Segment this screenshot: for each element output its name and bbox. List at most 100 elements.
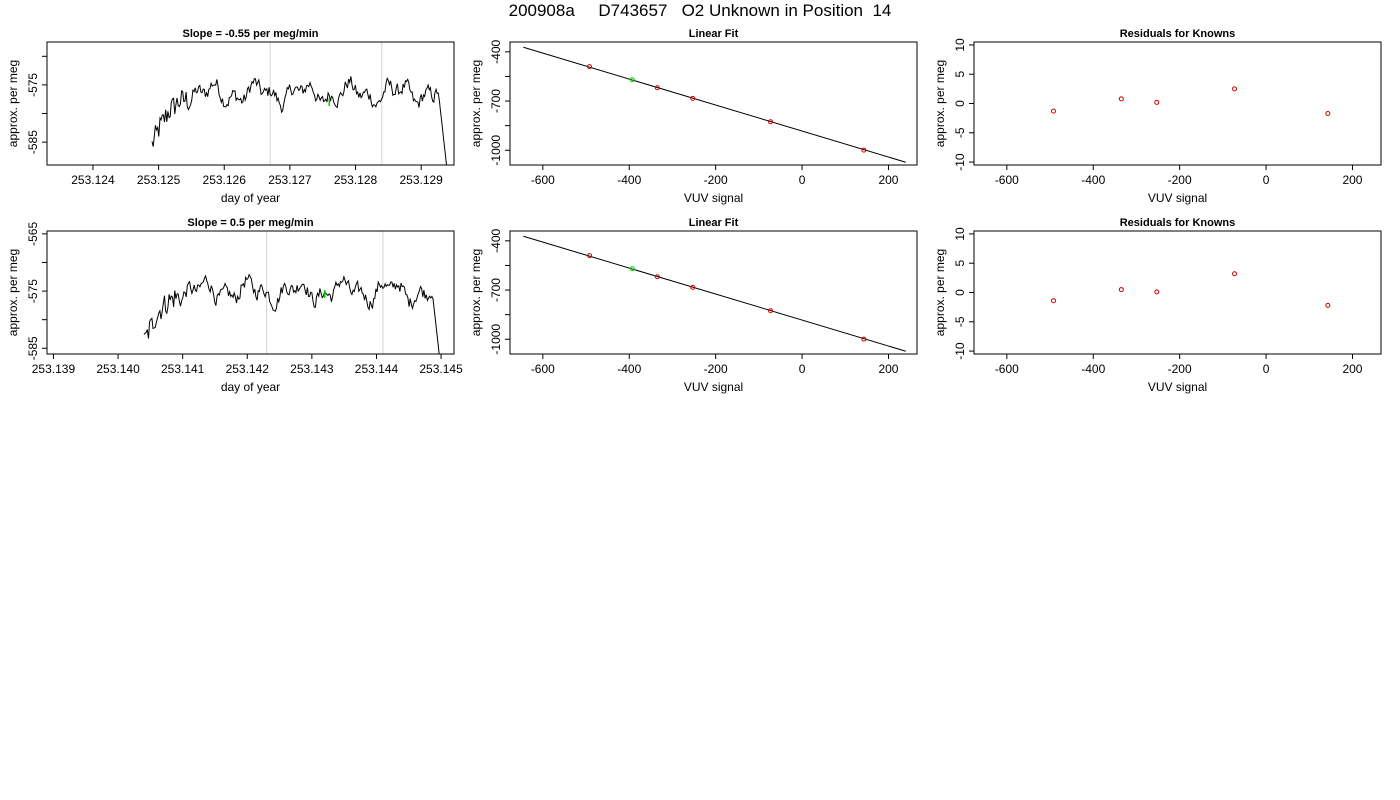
panel-5: Linear Fit -600 -400 -200 0 200 VUV signal -100… [469,217,918,394]
x-tick-label: 0 [1263,173,1270,187]
x-tick-label: -400 [617,173,641,187]
x-tick-label: 253.127 [268,173,312,187]
y-tick-label: -1000 [489,324,503,355]
x-tick-label: 200 [1342,362,1362,376]
y-tick-label: -585 [26,336,40,360]
y-tick-label: -5 [953,127,967,138]
x-axis-label: day of year [221,191,280,205]
known-point [654,274,660,280]
known-point [1154,99,1160,105]
x-tick-label: 253.125 [137,173,181,187]
x-axis-label: VUV signal [684,380,743,394]
x-tick-label: 253.144 [355,362,399,376]
plot-area [143,231,440,354]
plot-area [151,42,447,165]
panel-3: Residuals for Knowns -600 -400 -200 0 200 VUV … [933,28,1382,205]
y-tick-label: -5 [953,316,967,327]
y-tick-label: 0 [953,289,967,296]
y-axis-label: approx. per meg [469,60,483,147]
x-tick-label: -600 [531,173,555,187]
known-point [690,284,696,290]
x-axis-label: VUV signal [1148,380,1207,394]
x-tick-label: 0 [1263,362,1270,376]
x-tick-label: 253.141 [161,362,205,376]
panel-1: Slope = -0.55 per meg/min 253.124 253.125 2… [6,28,455,205]
x-tick-label: -200 [1168,362,1192,376]
x-tick-label: 253.128 [334,173,378,187]
fit-line [523,46,906,163]
y-tick-label: 0 [953,100,967,107]
x-tick-label: -400 [617,362,641,376]
known-point [768,119,774,125]
x-tick-label: 253.124 [71,173,115,187]
known-point [654,85,660,91]
y-tick-label: 5 [953,71,967,78]
plot-frame [509,230,918,355]
x-tick-label: 253.145 [419,362,463,376]
x-tick-label: 200 [1342,173,1362,187]
x-tick-label: -200 [704,362,728,376]
plot-frame [509,41,918,166]
known-point [1232,271,1238,277]
y-axis-label: approx. per meg [933,60,947,147]
panel-title: Slope = 0.5 per meg/min [187,217,314,229]
x-tick-label: -200 [1168,173,1192,187]
known-point [1325,302,1331,308]
panel-title: Slope = -0.55 per meg/min [182,28,318,40]
y-tick-label: 5 [953,260,967,267]
y-tick-label: -400 [489,229,503,253]
x-tick-label: 0 [799,362,806,376]
data-trace [151,76,447,165]
y-tick-label: -565 [26,222,40,246]
x-tick-label: 253.126 [203,173,247,187]
y-tick-label: 10 [953,38,967,52]
known-point [586,253,592,259]
panel-6: Residuals for Knowns -600 -400 -200 0 200 VUV … [933,217,1382,394]
unknown-point [629,266,635,272]
y-axis-label: approx. per meg [933,249,947,336]
x-axis-label: VUV signal [684,191,743,205]
panel-title: Linear Fit [689,217,739,229]
y-tick-label: -700 [489,89,503,113]
known-point [690,95,696,101]
panel-title: Residuals for Knowns [1120,217,1236,229]
x-tick-label: -400 [1081,362,1105,376]
x-tick-label: 253.142 [226,362,270,376]
x-tick-label: 253.139 [32,362,76,376]
x-tick-label: -600 [531,362,555,376]
y-tick-label: -1000 [489,135,503,166]
panel-title: Linear Fit [689,28,739,40]
y-axis-label: approx. per meg [6,249,20,336]
x-tick-label: -600 [995,362,1019,376]
known-point [1325,110,1331,116]
x-tick-label: 253.129 [399,173,443,187]
y-tick-label: -700 [489,278,503,302]
plot-frame [973,41,1382,166]
y-axis-label: approx. per meg [469,249,483,336]
x-tick-label: 253.143 [290,362,334,376]
x-tick-label: -200 [704,173,728,187]
panel-title: Residuals for Knowns [1120,28,1236,40]
y-tick-label: -575 [26,279,40,303]
y-tick-label: -10 [953,153,967,171]
plot-area [1050,86,1331,116]
fit-line [523,235,906,352]
y-tick-label: -585 [26,130,40,154]
y-tick-label: 10 [953,227,967,241]
y-tick-label: -575 [26,73,40,97]
page-title: 200908a D743657 O2 Unknown in Position 1… [508,1,892,20]
known-point [861,147,867,153]
panel-2: Linear Fit -600 -400 -200 0 200 VUV signal -100… [469,28,918,205]
x-tick-label: 253.140 [96,362,140,376]
known-point [1118,287,1124,293]
data-trace [143,273,440,354]
x-tick-label: 0 [799,173,806,187]
unknown-point [629,77,635,83]
known-point [1118,96,1124,102]
plot-area [523,235,906,352]
x-tick-label: -600 [995,173,1019,187]
known-point [586,64,592,70]
plot-area [1050,271,1331,308]
plot-frame [973,230,1382,355]
